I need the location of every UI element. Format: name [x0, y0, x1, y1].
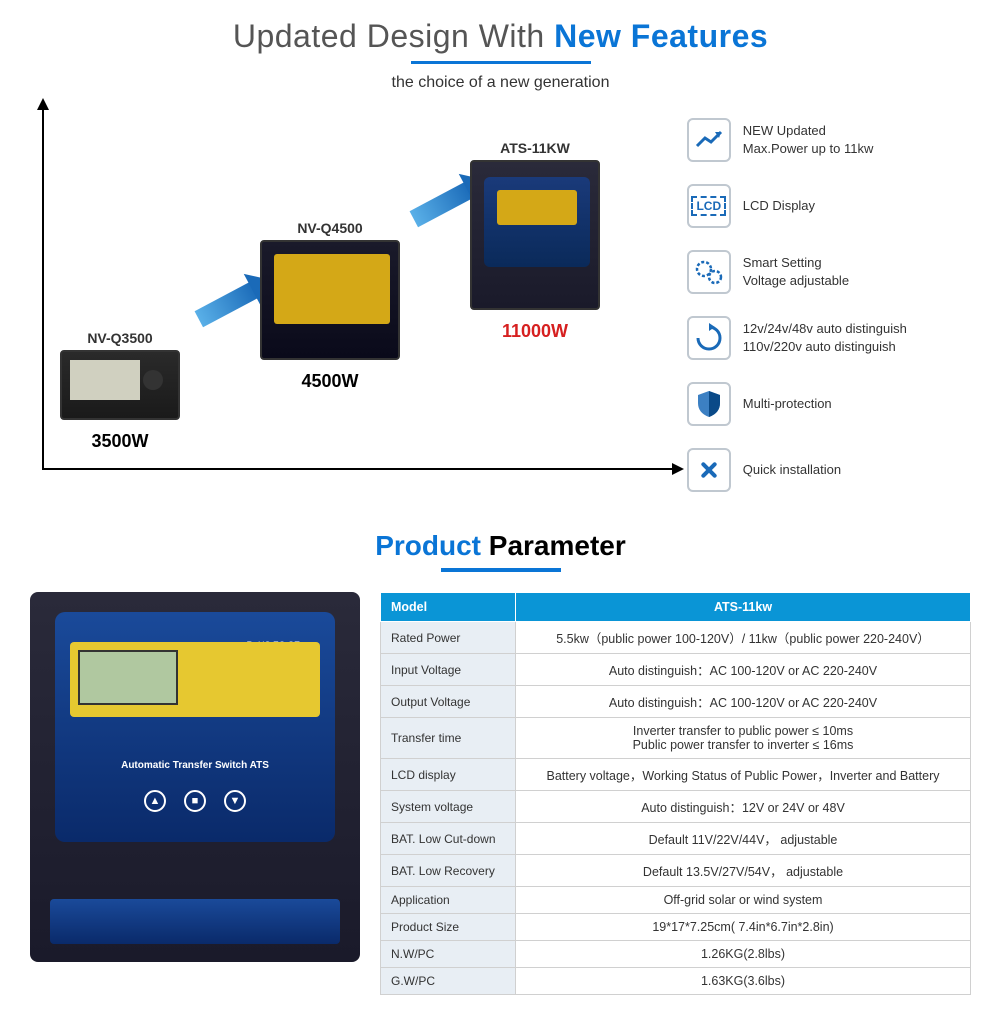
section-underline	[441, 568, 561, 572]
table-row: Transfer timeInverter transfer to public…	[381, 718, 971, 759]
param-value: 1.26KG(2.8lbs)	[516, 941, 971, 968]
device-watt: 4500W	[260, 371, 400, 392]
param-value: 1.63KG(3.6lbs)	[516, 968, 971, 995]
param-value: Default 11V/22V/44V， adjustable	[516, 823, 971, 855]
device-watt: 3500W	[60, 431, 180, 452]
gear-icon	[687, 250, 731, 294]
feature-text: LCD Display	[743, 197, 815, 215]
param-value: Auto distinguish：AC 100-120V or AC 220-2…	[516, 686, 971, 718]
feature-text: Smart SettingVoltage adjustable	[743, 254, 849, 290]
table-row: Input VoltageAuto distinguish：AC 100-120…	[381, 654, 971, 686]
table-row: LCD displayBattery voltage，Working Statu…	[381, 759, 971, 791]
table-row: Product Size19*17*7.25cm( 7.4in*6.7in*2.…	[381, 914, 971, 941]
param-label: BAT. Low Recovery	[381, 855, 516, 887]
main-title: Updated Design With New Features	[20, 18, 981, 55]
product-image: RoHS FC CE Automatic Transfer Switch ATS…	[30, 592, 360, 962]
param-value: 5.5kw（public power 100-120V）/ 11kw（publi…	[516, 622, 971, 654]
device-box	[60, 350, 180, 420]
device-label: ATS-11KW	[470, 140, 600, 156]
device-watt: 11000W	[470, 321, 600, 342]
device-label: NV-Q3500	[60, 330, 180, 346]
param-label: BAT. Low Cut-down	[381, 823, 516, 855]
device-ats11kw: ATS-11KW 11000W	[470, 140, 600, 342]
parameter-area: RoHS FC CE Automatic Transfer Switch ATS…	[20, 592, 981, 1015]
device-box	[470, 160, 600, 310]
param-label: Transfer time	[381, 718, 516, 759]
product-terminals	[50, 899, 340, 944]
title-highlight: New Features	[554, 18, 768, 54]
subtitle: the choice of a new generation	[20, 74, 981, 92]
section-title: Product Parameter	[20, 530, 981, 562]
product-label-text: Automatic Transfer Switch ATS	[55, 760, 335, 771]
param-label: System voltage	[381, 791, 516, 823]
down-button-icon: ▼	[224, 790, 246, 812]
diagram-area: NV-Q3500 3500W NV-Q4500 4500W ATS-11KW 1…	[20, 100, 981, 514]
features-list: NEW UpdatedMax.Power up to 11kw LCD LCD …	[677, 100, 971, 514]
param-label: N.W/PC	[381, 941, 516, 968]
y-axis	[42, 100, 44, 470]
param-label: Input Voltage	[381, 654, 516, 686]
feature-item: Quick installation	[687, 448, 971, 492]
param-value: Auto distinguish：AC 100-120V or AC 220-2…	[516, 654, 971, 686]
param-label: Application	[381, 887, 516, 914]
feature-text: 12v/24v/48v auto distinguish110v/220v au…	[743, 320, 907, 356]
feature-item: Multi-protection	[687, 382, 971, 426]
table-row: System voltageAuto distinguish：12V or 24…	[381, 791, 971, 823]
enter-button-icon: ■	[184, 790, 206, 812]
product-lcd	[78, 650, 178, 705]
title-prefix: Updated Design With	[233, 18, 554, 54]
device-box	[260, 240, 400, 360]
lcd-icon: LCD	[687, 184, 731, 228]
table-row: ApplicationOff-grid solar or wind system	[381, 887, 971, 914]
table-header: Model	[381, 593, 516, 622]
param-value: Default 13.5V/27V/54V， adjustable	[516, 855, 971, 887]
param-label: Rated Power	[381, 622, 516, 654]
control-buttons: ▲ ■ ▼	[55, 790, 335, 812]
feature-text: Quick installation	[743, 461, 841, 479]
feature-item: 12v/24v/48v auto distinguish110v/220v au…	[687, 316, 971, 360]
param-label: LCD display	[381, 759, 516, 791]
title-underline	[411, 61, 591, 64]
x-axis	[42, 468, 682, 470]
title-black: Parameter	[489, 530, 626, 561]
param-value: Inverter transfer to public power ≤ 10ms…	[516, 718, 971, 759]
table-row: N.W/PC1.26KG(2.8lbs)	[381, 941, 971, 968]
progress-arrow-icon	[195, 281, 261, 327]
progress-arrow-icon	[410, 181, 476, 227]
up-button-icon: ▲	[144, 790, 166, 812]
param-label: Product Size	[381, 914, 516, 941]
trend-icon	[687, 118, 731, 162]
device-nvq3500: NV-Q3500 3500W	[60, 330, 180, 452]
param-label: Output Voltage	[381, 686, 516, 718]
param-value: 19*17*7.25cm( 7.4in*6.7in*2.8in)	[516, 914, 971, 941]
title-blue: Product	[375, 530, 481, 561]
shield-icon	[687, 382, 731, 426]
table-header: ATS-11kw	[516, 593, 971, 622]
table-row: BAT. Low Cut-downDefault 11V/22V/44V， ad…	[381, 823, 971, 855]
tools-icon	[687, 448, 731, 492]
feature-item: Smart SettingVoltage adjustable	[687, 250, 971, 294]
table-row: G.W/PC1.63KG(3.6lbs)	[381, 968, 971, 995]
param-label: G.W/PC	[381, 968, 516, 995]
feature-item: LCD LCD Display	[687, 184, 971, 228]
param-value: Battery voltage，Working Status of Public…	[516, 759, 971, 791]
param-value: Off-grid solar or wind system	[516, 887, 971, 914]
cycle-icon	[687, 316, 731, 360]
feature-text: NEW UpdatedMax.Power up to 11kw	[743, 122, 874, 158]
device-nvq4500: NV-Q4500 4500W	[260, 220, 400, 392]
device-label: NV-Q4500	[260, 220, 400, 236]
table-row: BAT. Low RecoveryDefault 13.5V/27V/54V， …	[381, 855, 971, 887]
feature-text: Multi-protection	[743, 395, 832, 413]
table-row: Output VoltageAuto distinguish：AC 100-12…	[381, 686, 971, 718]
feature-item: NEW UpdatedMax.Power up to 11kw	[687, 118, 971, 162]
parameter-table: Model ATS-11kw Rated Power5.5kw（public p…	[380, 592, 971, 995]
evolution-chart: NV-Q3500 3500W NV-Q4500 4500W ATS-11KW 1…	[30, 100, 677, 480]
table-row: Rated Power5.5kw（public power 100-120V）/…	[381, 622, 971, 654]
param-value: Auto distinguish：12V or 24V or 48V	[516, 791, 971, 823]
